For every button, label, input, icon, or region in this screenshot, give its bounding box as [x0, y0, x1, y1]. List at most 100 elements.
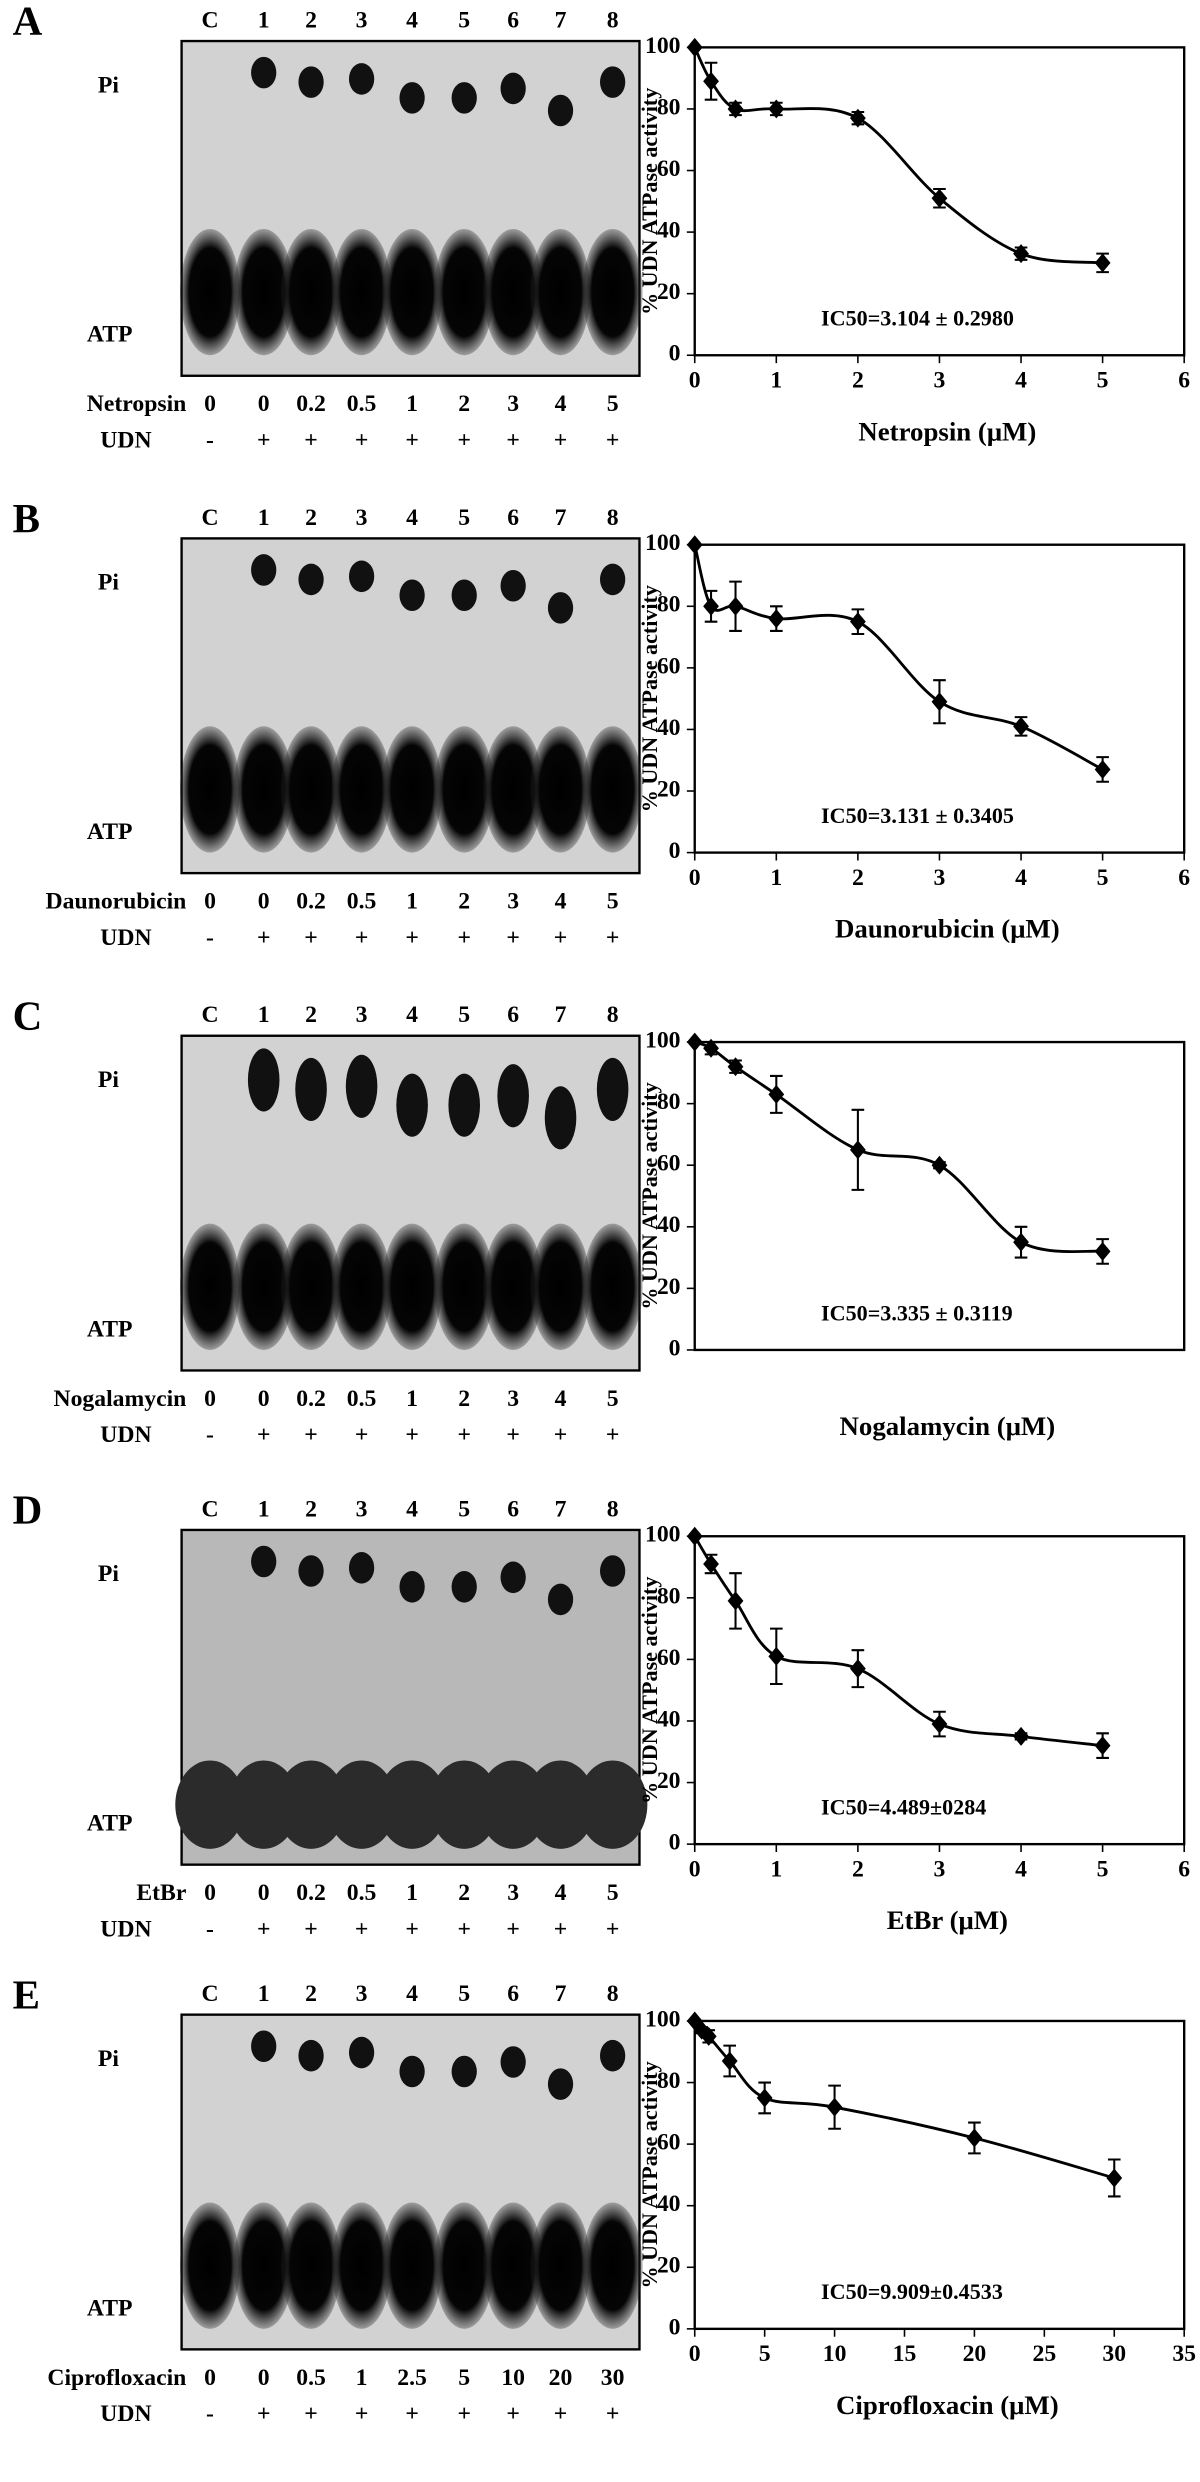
lane-label: 2 [305, 8, 317, 34]
udn-sign: + [355, 428, 369, 454]
x-tick-label: 35 [1172, 2341, 1196, 2367]
annotation: IC50=3.104 ± 0.2980 [821, 306, 1014, 331]
concentration: 0.2 [296, 1880, 326, 1906]
concentration: 0 [258, 889, 270, 915]
y-axis-label: % UDN ATPase activity [637, 1082, 662, 1309]
data-point [727, 1057, 744, 1077]
concentration: 3 [507, 889, 519, 915]
udn-sign: + [606, 2401, 620, 2427]
udn-sign: - [206, 428, 214, 454]
x-tick-label: 5 [1097, 368, 1109, 394]
drug-label: Daunorubicin [46, 889, 187, 915]
atp-band [281, 1223, 342, 1350]
concentration: 4 [555, 391, 567, 417]
concentration: 1 [406, 889, 418, 915]
atp-band [483, 726, 544, 853]
pi-label: Pi [98, 2046, 119, 2072]
y-tick-label: 0 [669, 1830, 681, 1856]
pi-band [596, 1057, 629, 1122]
concentration: 5 [607, 391, 619, 417]
concentration: 3 [507, 1386, 519, 1412]
atp-band [577, 1760, 648, 1849]
concentration: 0.5 [347, 889, 377, 915]
y-tick-label: 20 [657, 776, 681, 802]
panel: B C 0 - 1 0 +2 0.2 +3 0.5 +4 1 +5 2 +6 3 +7 4 +8 5 + Pi ATP Dau… [13, 495, 1191, 951]
lane-label: C [201, 1981, 218, 2007]
x-tick-label: 3 [934, 1856, 946, 1882]
x-tick-label: 20 [963, 2341, 987, 2367]
atp-band [377, 1760, 447, 1849]
panel: E C0-10+20.5+31+42.5+55+610+720+830+PiATP… [13, 1971, 1196, 2427]
udn-sign: + [606, 1422, 620, 1448]
gel [180, 39, 643, 377]
udn-sign: - [206, 1422, 214, 1448]
y-tick-label: 40 [657, 218, 681, 244]
atp-band [180, 2202, 241, 2329]
atp-band [530, 2202, 591, 2329]
atp-band [233, 2202, 294, 2329]
y-tick-label: 60 [657, 1151, 681, 1177]
udn-sign: + [257, 2401, 271, 2427]
concentration: 0.5 [347, 1386, 377, 1412]
concentration: 0.5 [296, 2365, 326, 2391]
y-tick-label: 100 [645, 1027, 681, 1053]
concentration: 4 [555, 889, 567, 915]
udn-sign: + [506, 428, 520, 454]
lane-label: 3 [356, 1981, 368, 2007]
atp-band [382, 2202, 443, 2329]
concentration: 0 [204, 889, 216, 915]
x-axis-label: EtBr (μM) [887, 1905, 1008, 1935]
atp-band [326, 1760, 397, 1849]
udn-sign: + [405, 2401, 418, 2427]
x-tick-label: 5 [759, 2341, 771, 2367]
lane-label: 4 [406, 505, 418, 531]
lane-label: 7 [555, 1496, 567, 1522]
pi-band [251, 56, 277, 89]
lane-label: 3 [356, 1002, 368, 1028]
concentration: 5 [607, 889, 619, 915]
udn-sign: + [457, 1422, 471, 1448]
y-tick-label: 80 [657, 1583, 681, 1609]
pi-band [451, 2055, 477, 2088]
atp-band [331, 228, 392, 356]
pi-band [251, 2030, 277, 2063]
pi-band [600, 66, 626, 98]
y-tick-label: 80 [657, 1089, 681, 1115]
data-point [703, 71, 719, 91]
lane-label: 2 [305, 1981, 317, 2007]
atp-label: ATP [87, 2295, 133, 2321]
x-tick-label: 0 [689, 1856, 701, 1882]
x-tick-label: 4 [1015, 865, 1027, 891]
y-tick-label: 60 [657, 1645, 681, 1671]
data-point [686, 1032, 703, 1052]
concentration: 0.2 [296, 391, 326, 417]
pi-band [500, 72, 526, 105]
concentration: 1 [406, 1880, 418, 1906]
data-point [756, 2088, 773, 2108]
concentration: 0.5 [347, 1880, 377, 1906]
x-tick-label: 5 [1097, 865, 1109, 891]
concentration: 1 [406, 1386, 418, 1412]
atp-band [429, 1760, 499, 1849]
concentration: 0 [204, 1880, 216, 1906]
chart: 0 20 40 60 80 100 0 1 2 3 4 5 6 % UDN ATPase activity… [637, 1522, 1190, 1936]
x-tick-label: 2 [852, 865, 864, 891]
pi-band [399, 2055, 425, 2088]
pi-band [348, 1552, 375, 1584]
udn-sign: + [606, 925, 620, 951]
x-tick-label: 30 [1102, 2341, 1126, 2367]
concentration: 3 [507, 1880, 519, 1906]
x-tick-label: 5 [1097, 1856, 1109, 1882]
drug-label: Netropsin [87, 391, 187, 417]
pi-band [298, 563, 324, 596]
lane-label: 8 [607, 1002, 619, 1028]
pi-band [348, 2036, 375, 2069]
y-tick-label: 100 [645, 530, 681, 556]
y-tick-label: 0 [669, 2314, 681, 2340]
udn-sign: + [304, 1916, 318, 1942]
pi-band [298, 2039, 324, 2072]
lane-label: 1 [258, 8, 270, 34]
lane-label: 2 [305, 505, 317, 531]
y-tick-label: 40 [657, 2191, 681, 2217]
atp-band [276, 1760, 346, 1849]
